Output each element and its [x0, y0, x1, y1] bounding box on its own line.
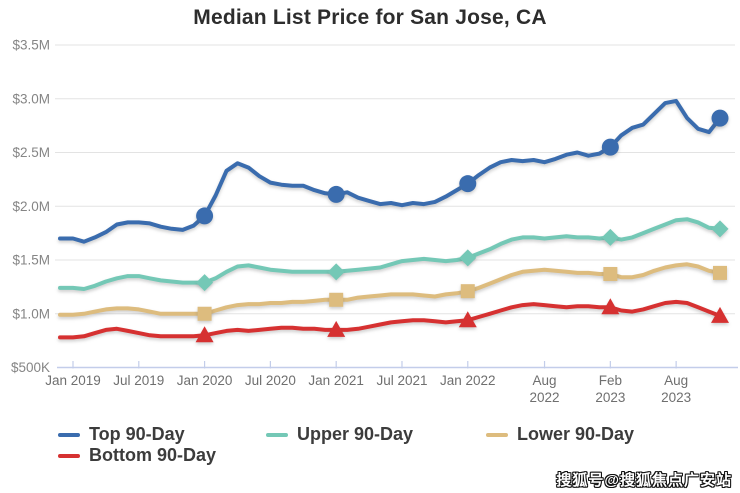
x-tick-label: Jan 2019 — [45, 373, 101, 388]
x-tick-label: Jan 2022 — [440, 373, 496, 388]
marker-square-lower-90-day — [603, 266, 618, 281]
legend-item-upper-90-day: Upper 90-Day — [266, 424, 413, 445]
legend-label-bottom-90-day: Bottom 90-Day — [89, 445, 217, 465]
legend-label-upper-90-day: Upper 90-Day — [297, 424, 414, 444]
series-line-lower-90-day — [58, 262, 722, 317]
legend-swatch-bottom-90-day-icon — [58, 453, 80, 458]
marker-circle-top-90-day — [327, 185, 345, 203]
marker-diamond-upper-90-day — [459, 249, 477, 267]
marker-circle-top-90-day — [601, 138, 619, 156]
chart-title: Median List Price for San Jose, CA — [193, 6, 547, 29]
x-tick-label: Jan 2021 — [308, 373, 364, 388]
y-tick-label: $3.0M — [12, 91, 50, 106]
x-tick-label: Jan 2020 — [177, 373, 233, 388]
watermark-text: 搜狐号@搜狐焦点广安站 — [556, 472, 732, 489]
x-tick-label: Jul 2019 — [113, 373, 164, 388]
marker-diamond-upper-90-day — [711, 220, 729, 238]
y-tick-label: $1.0M — [12, 306, 50, 321]
marker-diamond-upper-90-day — [601, 228, 619, 246]
y-tick-label: $3.5M — [12, 38, 50, 53]
chart-legend: Top 90-Day Upper 90-Day Lower 90-Day Bot… — [0, 424, 740, 470]
x-tick-label: Jul 2021 — [376, 373, 427, 388]
legend-swatch-top-90-day-icon — [58, 432, 80, 437]
x-tick-label: Feb 2023 — [595, 373, 625, 405]
series-line-top-90-day — [58, 98, 722, 244]
marker-circle-top-90-day — [459, 175, 477, 193]
marker-triangle-bottom-90-day — [327, 320, 346, 337]
x-tick-label: Jul 2020 — [245, 373, 296, 388]
legend-item-top-90-day: Top 90-Day — [58, 424, 185, 445]
y-tick-label: $2.5M — [12, 145, 50, 160]
marker-diamond-upper-90-day — [327, 263, 345, 281]
marker-square-lower-90-day — [197, 306, 212, 321]
legend-swatch-lower-90-day-icon — [486, 432, 508, 437]
marker-square-lower-90-day — [460, 284, 475, 299]
marker-square-lower-90-day — [329, 292, 344, 307]
legend-item-lower-90-day: Lower 90-Day — [486, 424, 634, 445]
legend-item-bottom-90-day: Bottom 90-Day — [58, 445, 216, 466]
x-tick-label: Aug 2022 — [530, 373, 560, 405]
marker-diamond-upper-90-day — [196, 274, 214, 292]
marker-square-lower-90-day — [713, 265, 727, 280]
y-tick-label: $2.0M — [12, 199, 50, 214]
marker-circle-top-90-day — [711, 109, 729, 127]
x-tick-label: Aug 2023 — [661, 373, 691, 405]
marker-triangle-bottom-90-day — [458, 311, 477, 328]
marker-triangle-bottom-90-day — [195, 326, 214, 343]
legend-label-lower-90-day: Lower 90-Day — [517, 424, 635, 444]
legend-label-top-90-day: Top 90-Day — [89, 424, 185, 444]
marker-circle-top-90-day — [196, 207, 214, 225]
marker-triangle-bottom-90-day — [711, 306, 729, 323]
y-tick-label: $500K — [11, 360, 50, 375]
legend-swatch-upper-90-day-icon — [266, 432, 288, 437]
series-line-bottom-90-day — [58, 299, 722, 340]
marker-triangle-bottom-90-day — [601, 298, 620, 315]
y-tick-label: $1.5M — [12, 253, 50, 268]
